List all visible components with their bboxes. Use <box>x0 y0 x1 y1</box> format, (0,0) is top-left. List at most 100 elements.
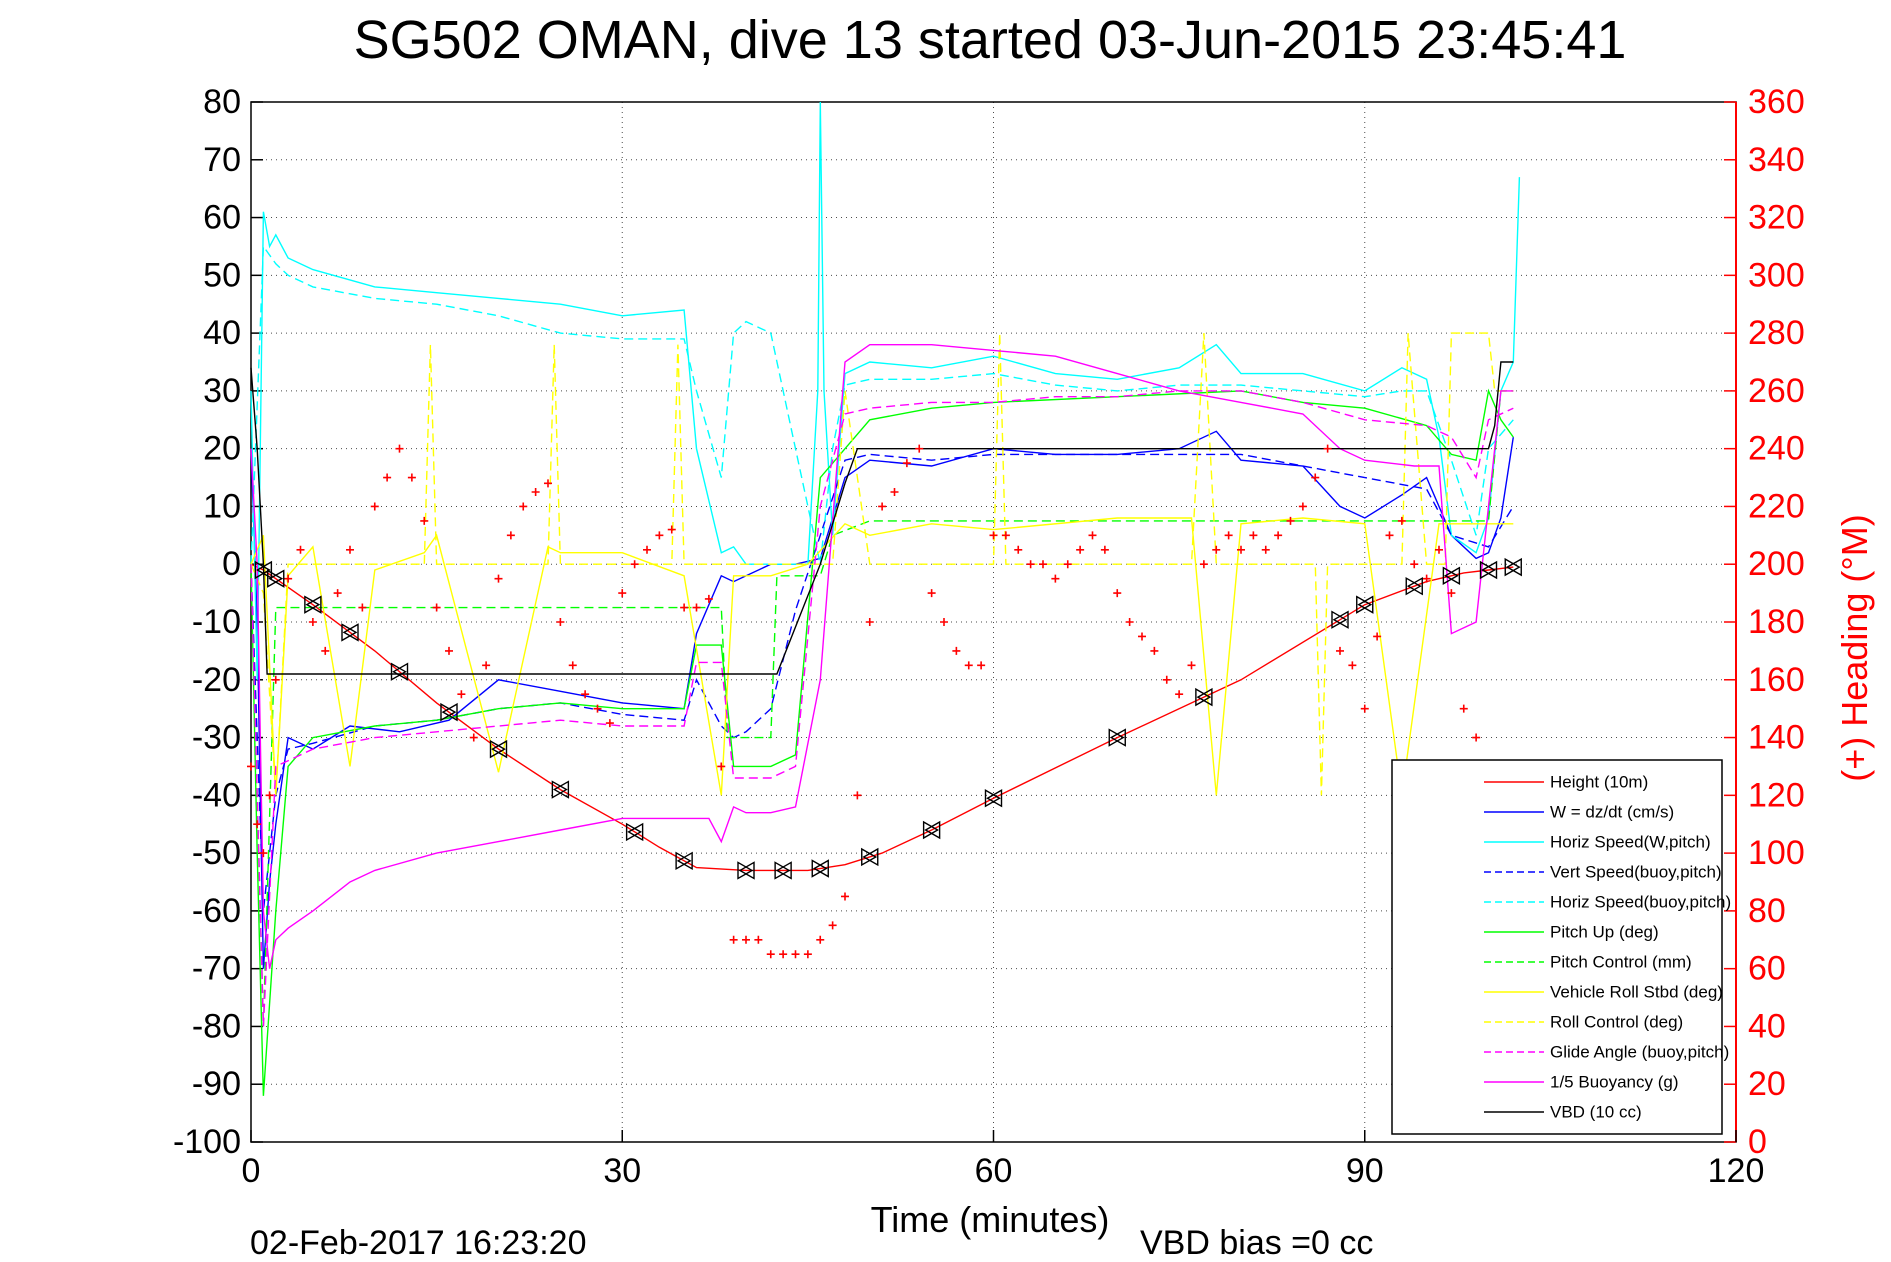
gc-marker-right <box>737 861 754 880</box>
heading-point <box>346 545 354 554</box>
heading-point <box>469 733 478 742</box>
gc-marker-left <box>1357 595 1374 614</box>
series-line-10 <box>250 344 1514 969</box>
heading-point <box>605 719 614 728</box>
heading-point <box>964 661 973 670</box>
series-line-7 <box>250 517 1514 796</box>
heading-point <box>1298 502 1307 511</box>
legend-label: 1/5 Buoyancy (g) <box>1550 1073 1679 1092</box>
y-tick-label: -100 <box>173 1123 241 1161</box>
heading-point <box>1175 690 1184 699</box>
heading-point <box>1113 589 1122 598</box>
left-y-axis: 80 70 60 50 40 30 20 10 0 -10 -20 -30 -40 -50 -60 -70 -8… <box>173 83 263 1161</box>
heading-point <box>383 473 392 482</box>
heading-point <box>1150 646 1159 655</box>
x-tick-label: 30 <box>603 1152 641 1190</box>
series-line-6 <box>250 390 1514 1027</box>
gc-marker-right <box>1405 576 1422 596</box>
heading-point <box>432 603 441 612</box>
y-tick-label: -40 <box>192 776 241 814</box>
heading-point <box>482 661 491 670</box>
y2-tick-label: 140 <box>1748 719 1805 757</box>
gc-marker-left <box>1332 610 1349 629</box>
gc-marker-right <box>1442 566 1459 585</box>
heading-point <box>1373 632 1382 641</box>
series-line-2 <box>250 101 1521 680</box>
heading-point <box>370 502 379 511</box>
x-axis: 0 30 60 90 120 <box>242 1130 1764 1190</box>
gc-marker-left <box>1505 557 1522 577</box>
heading-point <box>927 589 936 598</box>
y2-tick-label: 20 <box>1748 1065 1786 1103</box>
heading-point <box>667 525 676 534</box>
series-line-3 <box>250 453 1514 911</box>
legend-label: Vert Speed(buoy,pitch) <box>1550 863 1722 882</box>
heading-point <box>519 502 528 511</box>
gc-marker-left <box>986 789 1003 808</box>
heading-point <box>544 479 552 488</box>
heading-point <box>729 935 738 944</box>
heading-point <box>1088 531 1097 540</box>
x-tick-label: 60 <box>975 1152 1013 1190</box>
gc-marker-left <box>924 820 941 840</box>
y-tick-label: 60 <box>203 199 241 237</box>
y2-tick-label: 200 <box>1748 545 1805 583</box>
heading-point <box>457 690 466 699</box>
y-tick-label: -90 <box>192 1065 241 1103</box>
y-tick-label: 0 <box>222 545 241 583</box>
heading-point <box>296 545 305 554</box>
legend: Height (10m) W = dz/dt (cm/s) Horiz Speed(… <box>1391 759 1731 1135</box>
heading-point <box>902 459 911 468</box>
gc-marker-left <box>862 847 879 867</box>
legend-label: Roll Control (deg) <box>1550 1013 1683 1032</box>
heading-point <box>1385 531 1394 540</box>
y2-tick-label: 160 <box>1748 661 1805 699</box>
heading-point <box>265 791 274 800</box>
gc-marker-right <box>551 780 568 799</box>
y2-tick-label: 240 <box>1748 430 1805 468</box>
heading-point <box>1138 632 1146 641</box>
gc-marker-right <box>1195 687 1212 707</box>
heading-point <box>704 594 713 603</box>
heading-point <box>1274 531 1283 540</box>
heading-point <box>643 545 651 554</box>
heading-point <box>253 820 262 829</box>
heading-point <box>321 646 330 655</box>
x-tick-label: 0 <box>242 1152 261 1190</box>
gc-marker-right <box>390 662 407 681</box>
y-tick-label: -50 <box>192 834 241 872</box>
x-axis-label: Time (minutes) <box>871 1199 1110 1240</box>
gc-marker-left <box>1406 576 1423 596</box>
heading-point <box>445 646 453 655</box>
heading-point <box>1410 560 1419 569</box>
heading-point <box>1237 545 1245 554</box>
y-tick-label: 20 <box>203 430 241 468</box>
y-tick-label: 10 <box>203 487 241 525</box>
heading-point <box>1435 545 1443 554</box>
heading-point <box>890 488 899 496</box>
y-tick-label: 30 <box>203 372 241 410</box>
heading-point <box>1348 661 1357 670</box>
heading-point <box>1459 704 1468 713</box>
y-tick-label: -70 <box>192 950 241 988</box>
heading-point <box>630 560 639 569</box>
heading-point <box>531 488 540 496</box>
gc-marker-right <box>1356 595 1373 614</box>
heading-point <box>766 950 775 959</box>
footer-vbd-bias: VBD bias =0 cc <box>1140 1224 1373 1262</box>
gc-marker-left <box>441 702 458 722</box>
gc-marker-right <box>922 820 940 840</box>
heading-point <box>506 531 515 540</box>
gc-marker-right <box>440 702 457 722</box>
heading-point <box>593 704 602 713</box>
gc-marker-right <box>625 822 643 842</box>
heading-point <box>333 589 342 598</box>
gc-marker-left <box>1109 728 1126 747</box>
heading-point <box>1261 545 1270 554</box>
series-line-4 <box>250 244 1514 565</box>
heading-point <box>1249 531 1258 540</box>
y2-tick-label: 280 <box>1748 314 1805 352</box>
heading-point <box>655 531 664 540</box>
grid <box>251 102 1736 1142</box>
y2-tick-label: 180 <box>1748 603 1805 641</box>
